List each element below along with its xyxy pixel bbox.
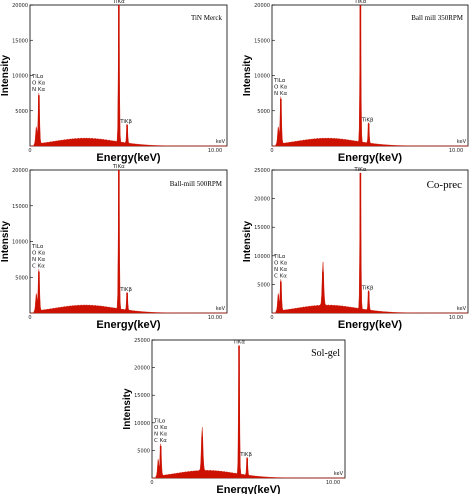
peak-label: TiKβ xyxy=(119,287,132,293)
y-tick-label: 10000 xyxy=(134,421,150,427)
x-tick-label: 0 xyxy=(270,148,273,154)
panel-title: TiN Merck xyxy=(191,14,223,22)
x-tick-label: 10.00 xyxy=(208,148,222,154)
y-tick-label: 15000 xyxy=(12,38,28,44)
x-axis-label: Energy(keV) xyxy=(338,152,403,164)
x-axis-label: Energy(keV) xyxy=(216,484,281,494)
spectrum-area xyxy=(30,181,227,314)
y-tick-label: 20000 xyxy=(12,168,28,174)
x-tick-label: 10.00 xyxy=(326,480,340,486)
spectrum-area xyxy=(272,16,468,147)
eds-panel-4: 5000 10000 15000 20000 25000 0 10.00 keV Intensi… xyxy=(242,167,469,331)
peak-label: C Kα xyxy=(274,274,287,280)
x-tick-label: 0 xyxy=(270,315,273,321)
x-axis-label: Energy(keV) xyxy=(338,319,403,331)
y-tick-label: 10000 xyxy=(12,240,28,246)
eds-panel-3: 5000 10000 15000 20000 0 10.00 keV Intensity Ene… xyxy=(0,164,228,331)
peak-label: TiLα xyxy=(31,74,44,80)
y-tick-label: 20000 xyxy=(134,366,150,372)
x-tick-label: 0 xyxy=(28,315,31,321)
x-tick-label: 10.00 xyxy=(449,315,463,321)
peak-label: O Kα xyxy=(154,425,168,431)
x-tick-label: 0 xyxy=(150,480,153,486)
y-tick-label: 25000 xyxy=(254,168,270,174)
y-tick-label: 15000 xyxy=(134,393,150,399)
peak-label: TiKβ xyxy=(361,117,374,123)
spectrum-area xyxy=(272,184,468,314)
peak-label: N Kα xyxy=(154,431,167,437)
y-tick-label: 5000 xyxy=(15,109,28,115)
peak-label: TiKα xyxy=(232,340,245,346)
peak-label: TiKβ xyxy=(361,285,374,291)
plot-frame xyxy=(29,4,228,147)
y-tick-label: 20000 xyxy=(12,3,28,9)
y-axis-label: Intensity xyxy=(122,388,133,430)
peak-label: N Kα xyxy=(274,91,287,97)
y-tick-label: 5000 xyxy=(257,282,270,288)
y-tick-label: 15000 xyxy=(12,204,28,210)
plot-frame xyxy=(271,4,469,147)
x-tick-label: 10.00 xyxy=(208,315,222,321)
x-unit-label: keV xyxy=(216,139,226,145)
y-tick-label: 15000 xyxy=(254,225,270,231)
y-tick-label: 5000 xyxy=(257,109,270,115)
peak-label: TiLα xyxy=(273,254,286,260)
x-tick-label: 10.00 xyxy=(449,148,463,154)
peak-label: N Kα xyxy=(274,267,287,273)
x-unit-label: keV xyxy=(216,306,226,312)
x-axis-label: Energy(keV) xyxy=(96,152,161,164)
peak-label: O Kα xyxy=(32,251,46,257)
y-tick-label: 5000 xyxy=(15,275,28,281)
peak-label: TiLα xyxy=(31,244,44,250)
peak-label: TiLα xyxy=(153,418,166,424)
plot-frame xyxy=(271,169,469,314)
panel-title: Ball-mill 500RPM xyxy=(170,180,223,188)
peak-label: TiKα xyxy=(353,0,366,5)
peak-label: TiKα xyxy=(353,167,366,173)
x-unit-label: keV xyxy=(457,139,467,145)
y-tick-label: 10000 xyxy=(12,74,28,80)
panel-title: Ball mill 350RPM xyxy=(411,14,464,22)
y-tick-label: 20000 xyxy=(254,3,270,9)
y-axis-label: Intensity xyxy=(0,221,11,263)
peak-label: TiLα xyxy=(273,78,286,84)
y-axis-label: Intensity xyxy=(242,55,253,97)
peak-label: O Kα xyxy=(32,81,46,87)
panel-title: Sol-gel xyxy=(311,348,340,359)
y-axis-label: Intensity xyxy=(242,221,253,263)
eds-panel-5: 5000 10000 15000 20000 25000 0 10.00 keV Intensi… xyxy=(122,338,346,494)
spectrum-area xyxy=(152,356,345,479)
peak-label: O Kα xyxy=(274,261,288,267)
x-unit-label: keV xyxy=(457,306,467,312)
y-axis-label: Intensity xyxy=(0,55,11,97)
spectrum-area xyxy=(30,16,227,147)
x-unit-label: keV xyxy=(334,471,344,477)
panel-title: Co-prec xyxy=(427,179,463,191)
peak-label: N Kα xyxy=(32,87,45,93)
y-tick-label: 10000 xyxy=(254,74,270,80)
x-tick-label: 0 xyxy=(28,148,31,154)
x-axis-label: Energy(keV) xyxy=(96,319,161,331)
y-tick-label: 25000 xyxy=(134,338,150,344)
eds-panel-1: 5000 10000 15000 20000 0 10.00 keV Intensity Ene… xyxy=(0,0,228,164)
peak-label: N Kα xyxy=(32,257,45,263)
peak-label: TiKα xyxy=(112,0,125,5)
peak-label: C Kα xyxy=(32,264,45,270)
peak-label: TiKβ xyxy=(119,119,132,125)
y-tick-label: 5000 xyxy=(137,448,150,454)
y-tick-label: 20000 xyxy=(254,197,270,203)
peak-label: TiKα xyxy=(112,164,125,170)
peak-label: O Kα xyxy=(274,84,288,90)
peak-label: C Kα xyxy=(154,438,167,444)
y-tick-label: 10000 xyxy=(254,254,270,260)
eds-panel-2: 5000 10000 15000 20000 0 10.00 keV Intensity Ene… xyxy=(242,0,469,164)
y-tick-label: 15000 xyxy=(254,38,270,44)
peak-label: TiKβ xyxy=(239,452,252,458)
